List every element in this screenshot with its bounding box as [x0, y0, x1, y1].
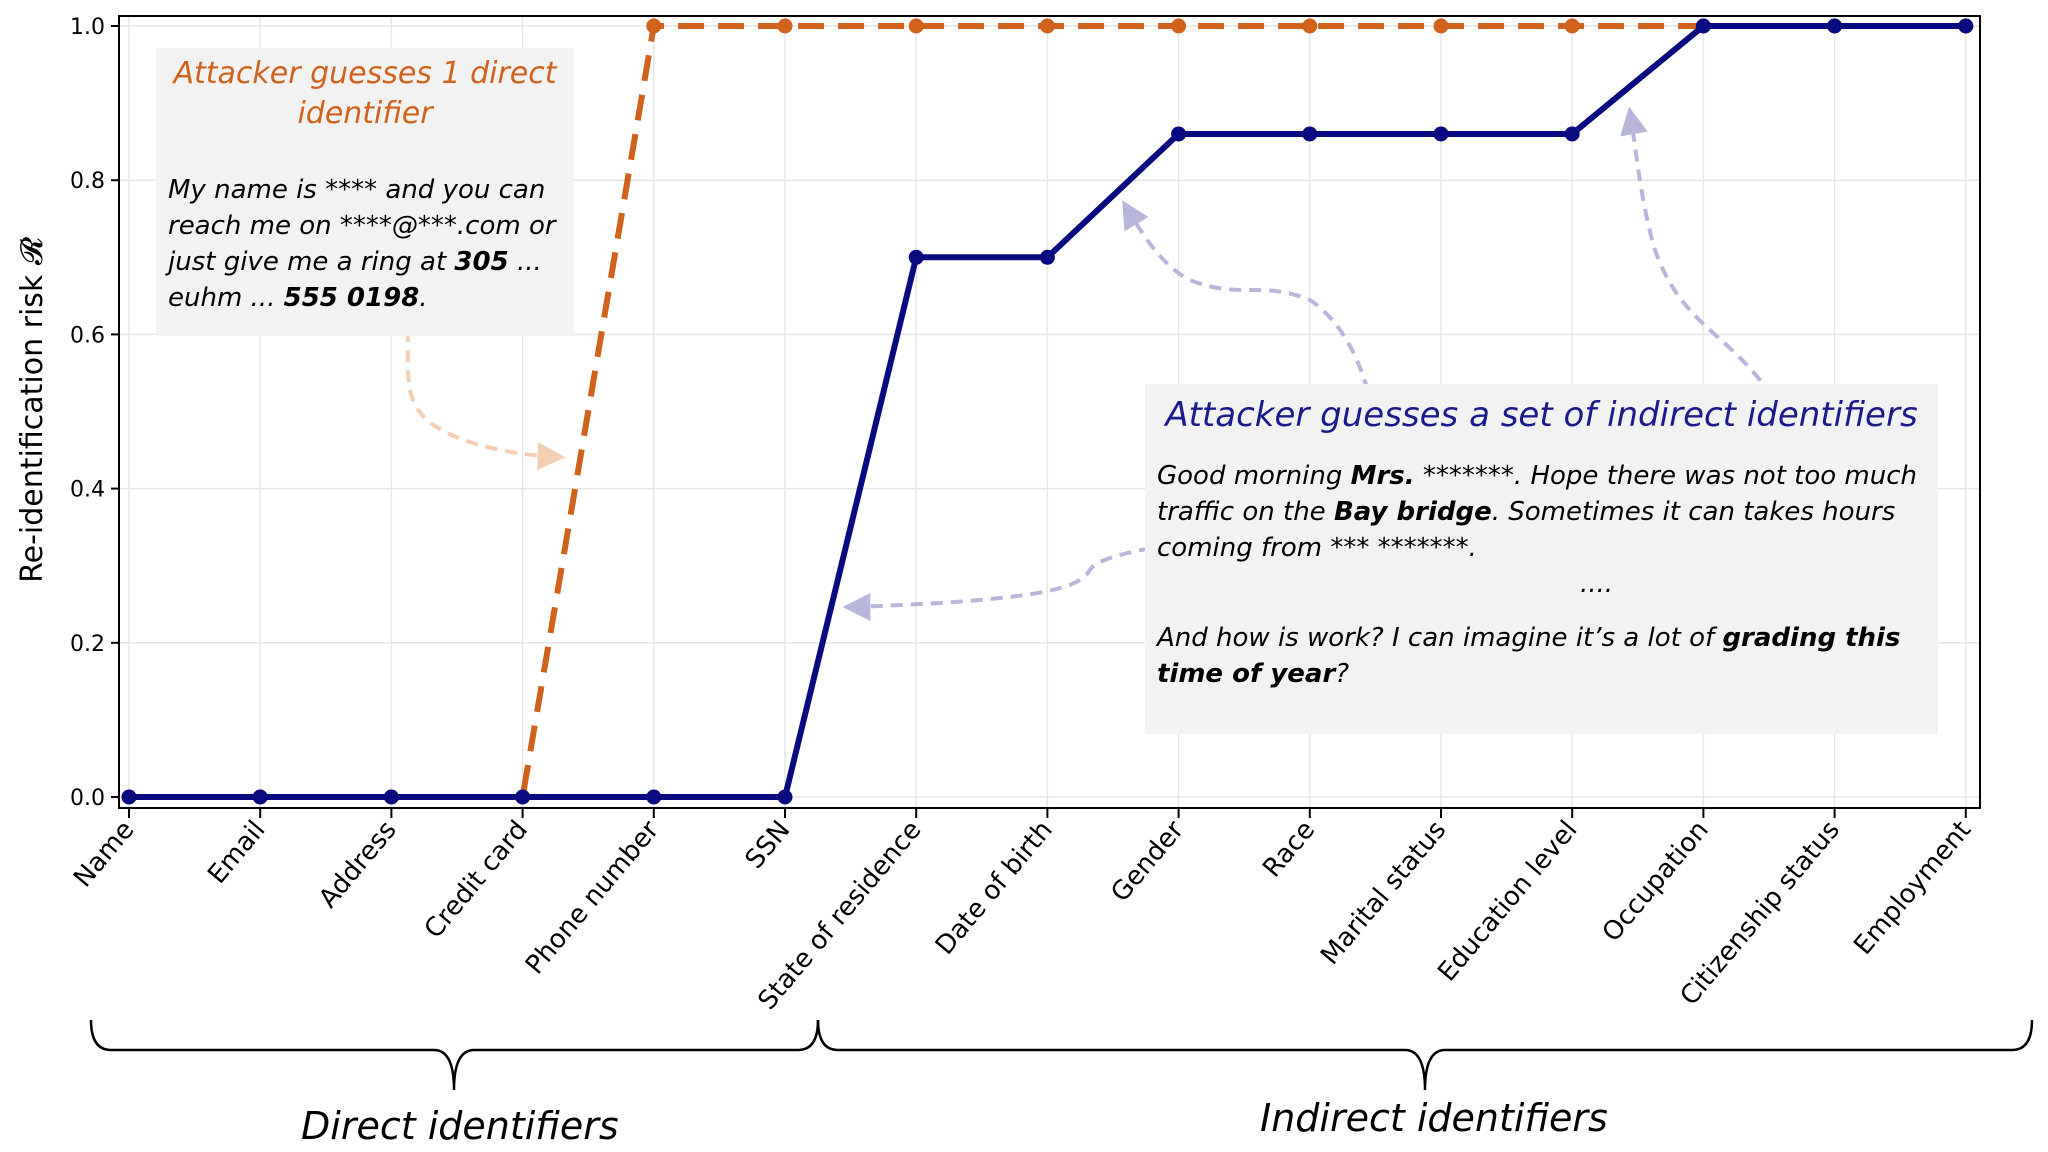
indirect-annotation-text-segment: Bay bridge [1333, 497, 1492, 527]
arrow-direct-annotation [405, 329, 566, 471]
x-tick-label: Occupation [1597, 815, 1715, 947]
direct-annotation-title: Attacker guesses 1 direct identifier [173, 56, 557, 131]
x-tick-label: Education level [1432, 815, 1583, 987]
indirect-annotation-text-segment: Mrs. [1350, 461, 1415, 491]
data-point-direct [1302, 18, 1318, 34]
x-tick-label: Phone number [520, 815, 665, 980]
data-point-indirect [646, 789, 662, 805]
direct-annotation-text-segment: 305 [454, 247, 509, 277]
x-tick-label: Date of birth [930, 815, 1059, 961]
y-axis-label: Re-identification risk 𝓡 [15, 236, 50, 583]
data-point-indirect [1039, 249, 1055, 265]
y-tick-label: 0.6 [70, 323, 105, 348]
x-tick-label: SSN [740, 815, 797, 874]
data-point-direct [1433, 18, 1449, 34]
data-point-indirect [1827, 18, 1843, 34]
data-point-indirect [1171, 126, 1187, 142]
data-point-direct [1171, 18, 1187, 34]
indirect-annotation-text-segment: *******. Hope there was not too much tra… [1157, 461, 1918, 527]
indirect-annotation-title: Attacker guesses a set of indirect ident… [1165, 395, 1918, 435]
indirect-annotation-body-2: And how is work? I can imagine it’s a lo… [1157, 620, 1926, 692]
y-tick-label: 1.0 [70, 15, 105, 40]
y-tick-label: 0.0 [70, 786, 105, 811]
x-tick-label: Name [68, 815, 140, 893]
x-tick-label: Marital status [1315, 815, 1452, 970]
data-point-direct [1564, 18, 1580, 34]
brace-direct-identifiers [89, 1019, 820, 1091]
indirect-identifier-annotation: Attacker guesses a set of indirect ident… [1145, 384, 1938, 734]
data-point-indirect [1433, 126, 1449, 142]
x-tick-label: Credit card [419, 815, 534, 944]
data-point-indirect [1564, 126, 1580, 142]
data-point-direct [1039, 18, 1055, 34]
x-tick-label: Address [313, 815, 403, 914]
y-tick-label: 0.4 [70, 478, 105, 503]
group-label-indirect: Indirect identifiers [1260, 1096, 1608, 1140]
group-braces [89, 1019, 2034, 1091]
series-lines [121, 18, 1974, 805]
data-point-indirect [777, 789, 793, 805]
direct-annotation-text-segment: . [419, 283, 428, 313]
indirect-annotation-text-segment: Good morning [1157, 461, 1351, 491]
x-tick-label: Employment [1848, 815, 1977, 961]
indirect-annotation-text-segment: And how is work? I can imagine it’s a lo… [1157, 623, 1723, 653]
data-point-indirect [515, 789, 531, 805]
data-point-indirect [121, 789, 137, 805]
data-point-indirect [908, 249, 924, 265]
plot-frame [118, 15, 1981, 809]
brace-indirect-identifiers [816, 1019, 2034, 1091]
indirect-annotation-body: Good morning Mrs. *******. Hope there wa… [1157, 458, 1926, 566]
data-point-indirect [252, 789, 268, 805]
direct-annotation-text-segment: ... euhm ... [168, 247, 542, 313]
y-tick-label: 0.2 [70, 632, 105, 657]
data-point-indirect [1695, 18, 1711, 34]
data-point-indirect [1302, 126, 1318, 142]
indirect-annotation-text-segment: ? [1335, 659, 1350, 689]
x-tick-label: Race [1257, 815, 1321, 883]
direct-annotation-body: My name is **** and you can reach me on … [168, 172, 562, 316]
indirect-annotation-text-segment: grading this time of year [1157, 623, 1901, 689]
data-point-direct [908, 18, 924, 34]
group-label-direct: Direct identifiers [301, 1104, 619, 1148]
data-point-direct [777, 18, 793, 34]
direct-annotation-text-segment: 555 0198 [283, 283, 420, 313]
direct-annotation-text-segment: My name is **** and you can reach me on … [168, 175, 556, 277]
y-tick-label: 0.8 [70, 169, 105, 194]
data-point-indirect [1958, 18, 1974, 34]
x-tick-label: Gender [1105, 815, 1190, 908]
direct-identifier-annotation: Attacker guesses 1 direct identifier My … [156, 48, 574, 336]
x-tick-label: Email [202, 815, 271, 890]
data-point-indirect [383, 789, 399, 805]
indirect-annotation-ellipsis: .... [1579, 569, 1614, 599]
indirect-annotation-text-segment: . Sometimes it can takes hours coming fr… [1157, 497, 1896, 563]
data-point-direct [646, 18, 662, 34]
